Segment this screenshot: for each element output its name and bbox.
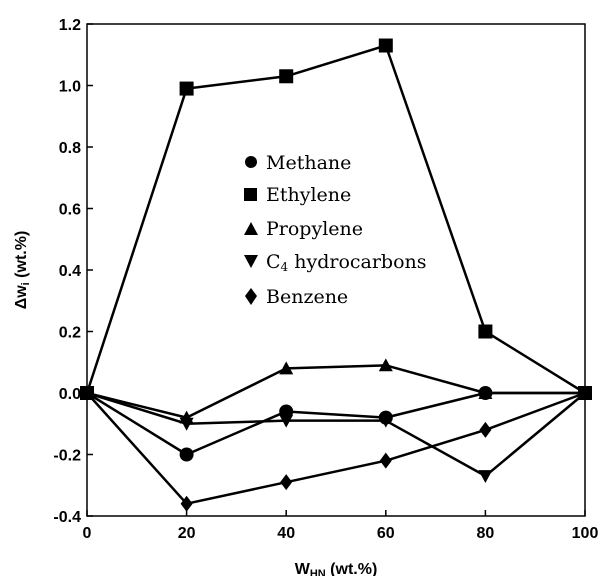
y-tick-label: 0.0 <box>59 386 81 403</box>
benzene-point <box>280 474 293 491</box>
y-axis-title: Δwi (wt.%) <box>13 231 32 310</box>
benzene-point <box>81 385 93 401</box>
c4-hydrocarbons-point <box>378 414 393 428</box>
legend-marker-square <box>244 188 257 201</box>
x-tick-label: 40 <box>277 525 295 542</box>
legend-marker-circle <box>245 156 257 168</box>
benzene-point <box>579 385 591 401</box>
series-markers <box>80 38 592 512</box>
c4-hydrocarbons-line <box>86 391 586 478</box>
c4-hydrocarbons-point <box>279 414 294 428</box>
x-axis-title: WHN (wt.%) <box>295 561 378 576</box>
methane-point <box>179 447 194 462</box>
benzene-point <box>379 452 392 469</box>
c4-hydrocarbons-point <box>478 470 493 484</box>
legend-label-ethylene: Ethylene <box>266 184 351 206</box>
legend-label-benzene: Benzene <box>266 286 348 308</box>
propylene-point <box>478 386 493 399</box>
legend-marker-diamond <box>245 288 257 305</box>
y-tick-label: 0.4 <box>59 263 81 280</box>
y-tick-label: 1.2 <box>59 17 81 34</box>
ethylene-point <box>179 81 194 96</box>
propylene-line <box>86 364 585 419</box>
axis-ticks: -0.4 -0.2 0.0 0.2 0.4 0.6 0.8 1.0 1.2 0 20 40 60 80 10… <box>53 17 598 542</box>
y-tick-label: 0.6 <box>59 202 81 219</box>
x-tick-label: 20 <box>178 525 196 542</box>
x-tick-label: 0 <box>83 525 92 542</box>
x-tick-label: 60 <box>377 525 395 542</box>
legend-label-c4-hydrocarbons: C4 hydrocarbons <box>266 251 427 274</box>
ethylene-point <box>279 69 294 84</box>
ethylene-line <box>85 44 586 395</box>
ethylene-point <box>478 324 493 339</box>
benzene-point <box>479 421 492 438</box>
legend: Methane Ethylene Propylene C4 hydrocarbo… <box>244 152 427 308</box>
legend-label-methane: Methane <box>266 152 351 174</box>
y-tick-label: 0.8 <box>59 140 81 157</box>
legend-marker-triangle-down <box>244 255 258 268</box>
x-tick-label: 80 <box>477 525 495 542</box>
x-tick-label: 100 <box>572 525 599 542</box>
methane-line <box>86 391 585 456</box>
series-lines <box>85 44 586 505</box>
benzene-line <box>86 391 586 505</box>
y-tick-label: -0.4 <box>53 509 81 526</box>
legend-label-propylene: Propylene <box>266 218 363 240</box>
legend-marker-triangle-up <box>244 222 258 235</box>
y-tick-label: 1.0 <box>59 79 81 96</box>
c4-hydrocarbons-point <box>179 417 194 431</box>
benzene-point <box>180 495 193 512</box>
y-tick-label: -0.2 <box>53 448 81 465</box>
ethylene-point <box>378 38 393 53</box>
propylene-point <box>279 361 294 375</box>
propylene-point <box>378 358 393 372</box>
y-tick-label: 0.2 <box>59 325 81 342</box>
